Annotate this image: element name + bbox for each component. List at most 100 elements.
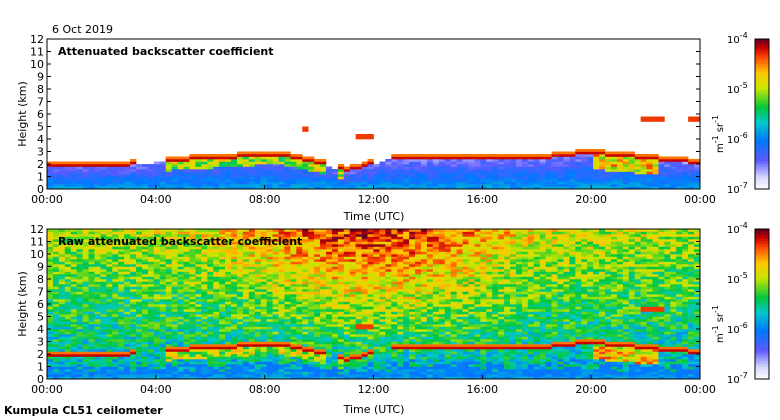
heatmap-cell (147, 311, 155, 315)
heatmap-cell (290, 161, 297, 165)
heatmap-cell (694, 119, 701, 122)
heatmap-cell (213, 331, 220, 335)
heatmap-cell (296, 186, 303, 190)
heatmap-cell (70, 349, 77, 352)
heatmap-cell (498, 161, 505, 165)
heatmap-cell (213, 246, 220, 250)
heatmap-cell (296, 261, 303, 265)
heatmap-cell (349, 254, 356, 257)
heatmap-cell (670, 164, 677, 167)
heatmap-cell (266, 179, 273, 182)
heatmap-cell (153, 241, 161, 245)
heatmap-cell (290, 366, 297, 370)
heatmap-cell (47, 286, 54, 290)
heatmap-cell (326, 239, 333, 242)
heatmap-cell (82, 181, 89, 185)
heatmap-cell (367, 296, 374, 300)
heatmap-cell (326, 174, 333, 177)
heatmap-cell (326, 311, 333, 315)
heatmap-cell (331, 284, 339, 287)
heatmap-cell (231, 271, 238, 275)
heatmap-cell (82, 236, 89, 240)
heatmap-cell (106, 236, 113, 240)
heatmap-cell (331, 254, 339, 257)
heatmap-cell (64, 269, 72, 272)
heatmap-cell (296, 374, 303, 377)
heatmap-cell (320, 299, 327, 302)
heatmap-cell (355, 239, 362, 242)
heatmap-cell (236, 171, 244, 175)
heatmap-cell (118, 344, 125, 347)
heatmap-cell (147, 259, 155, 262)
heatmap-cell (47, 329, 54, 332)
heatmap-cell (367, 346, 374, 350)
heatmap-cell (112, 361, 119, 365)
heatmap-cell (337, 256, 345, 260)
heatmap-cell (183, 261, 190, 265)
heatmap-cell (242, 276, 250, 280)
heatmap-cell (355, 169, 362, 172)
heatmap-cell (391, 181, 398, 185)
heatmap-cell (130, 254, 137, 257)
heatmap-cell (147, 349, 155, 352)
heatmap-cell (587, 181, 594, 185)
heatmap-cell (361, 254, 368, 257)
heatmap-cell (379, 336, 386, 340)
heatmap-cell (183, 176, 190, 180)
heatmap-cell (219, 176, 226, 180)
heatmap-cell (225, 311, 232, 315)
heatmap-cell (403, 166, 410, 170)
heatmap-cell (147, 306, 155, 310)
heatmap-cell (278, 174, 285, 177)
heatmap-cell (153, 361, 161, 365)
heatmap-cell (159, 251, 167, 255)
heatmap-cell (213, 351, 220, 355)
heatmap-cell (379, 301, 386, 305)
heatmap-cell (100, 161, 107, 165)
heatmap-cell (159, 376, 167, 380)
heatmap-cell (177, 244, 184, 247)
heatmap-cell (94, 376, 101, 380)
heatmap-cell (219, 286, 226, 290)
heatmap-cell (349, 241, 356, 245)
heatmap-cell (373, 284, 380, 287)
heatmap-cell (153, 319, 161, 322)
heatmap-cell (118, 359, 125, 362)
heatmap-cell (337, 259, 345, 262)
heatmap-cell (177, 246, 184, 250)
heatmap-cell (231, 356, 238, 360)
heatmap-cell (450, 156, 457, 160)
heatmap-cell (183, 354, 190, 357)
heatmap-cell (349, 239, 356, 242)
heatmap-cell (94, 369, 101, 372)
heatmap-cell (64, 249, 72, 252)
heatmap-cell (201, 259, 208, 262)
heatmap-cell (296, 276, 303, 280)
colorbar-swatch (755, 89, 769, 92)
heatmap-cell (634, 171, 641, 175)
heatmap-cell (207, 344, 214, 347)
heatmap-cell (195, 156, 202, 160)
heatmap-cell (272, 286, 279, 290)
heatmap-cell (136, 334, 143, 337)
heatmap-cell (207, 361, 214, 365)
heatmap-cell (314, 364, 321, 367)
heatmap-cell (331, 344, 339, 347)
heatmap-cell (474, 171, 481, 175)
heatmap-cell (242, 246, 250, 250)
heatmap-cell (248, 341, 256, 345)
heatmap-cell (82, 371, 89, 375)
heatmap-cell (510, 174, 517, 177)
heatmap-cell (326, 316, 333, 320)
heatmap-cell (373, 364, 380, 367)
heatmap-cell (64, 169, 72, 172)
heatmap-cell (557, 181, 564, 185)
heatmap-cell (320, 369, 327, 372)
heatmap-cell (254, 169, 262, 172)
heatmap-cell (118, 259, 125, 262)
heatmap-cell (207, 304, 214, 307)
heatmap-cell (236, 259, 244, 262)
heatmap-cell (468, 171, 475, 175)
heatmap-cell (130, 159, 137, 162)
heatmap-cell (94, 179, 101, 182)
